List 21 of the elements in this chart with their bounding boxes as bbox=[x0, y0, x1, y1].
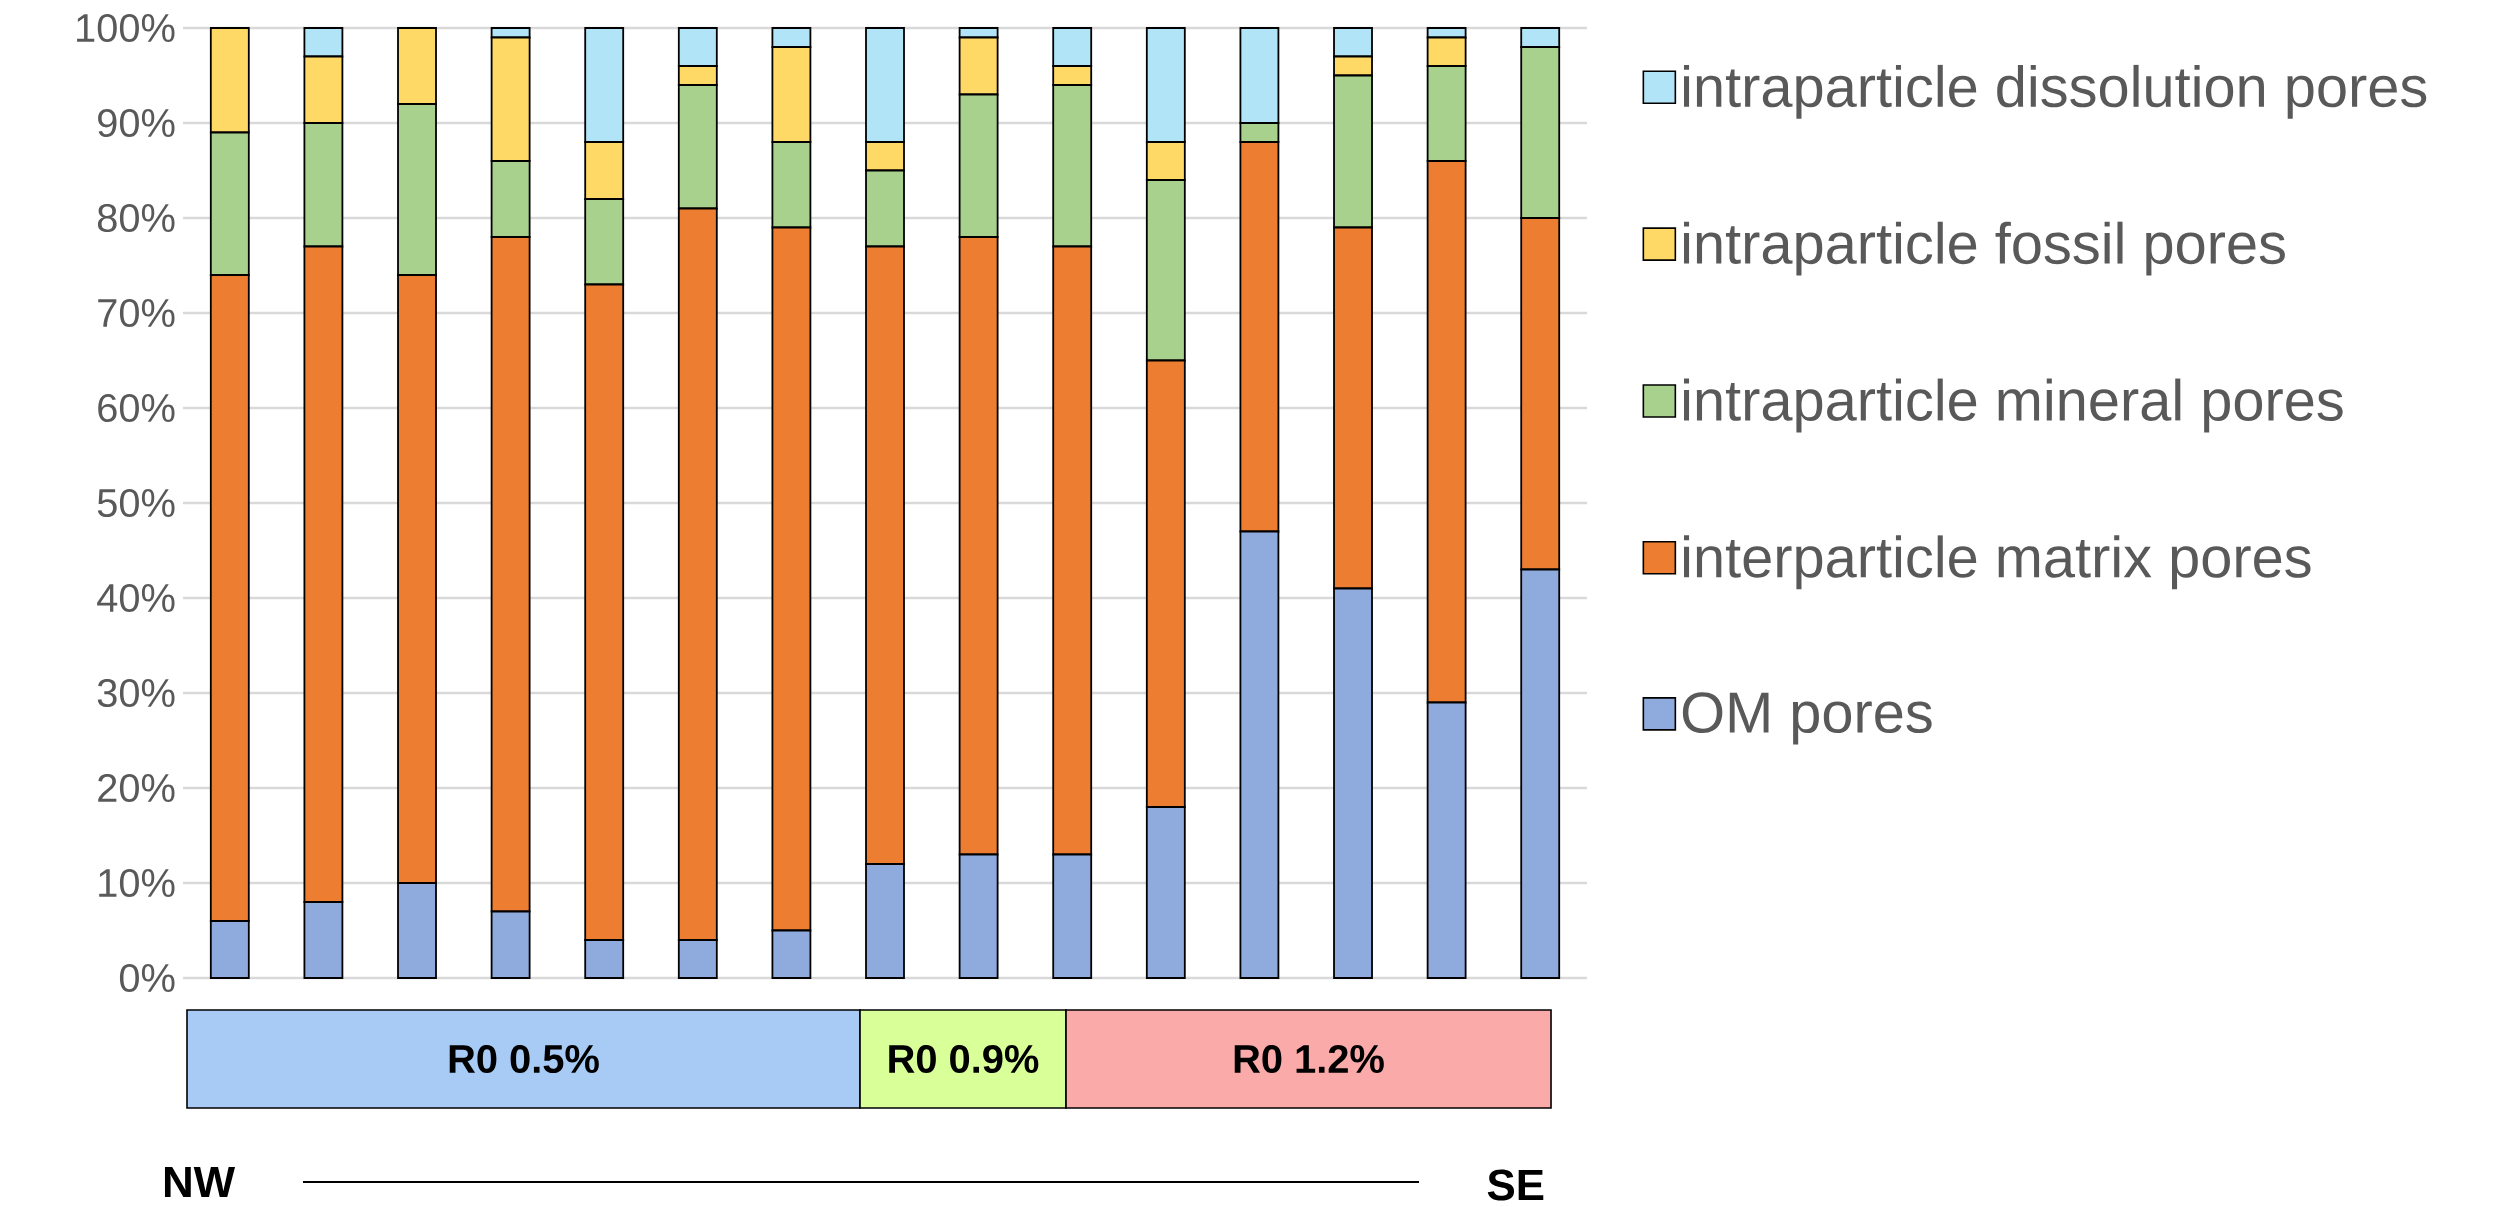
y-tick-label: 70% bbox=[98, 298, 175, 328]
text: NW bbox=[164, 1166, 236, 1198]
legend-label: OM pores bbox=[1682, 692, 1932, 745]
y-tick-label: 80% bbox=[97, 203, 175, 233]
legend-label: intraparticle mineral pores bbox=[1684, 378, 2343, 433]
legend-label: intraparticle fossil pores bbox=[1684, 221, 2285, 276]
y-tick-label: 30% bbox=[97, 678, 175, 708]
text: R0 0.5% bbox=[449, 1044, 599, 1074]
text: R0 0.9% bbox=[889, 1044, 1039, 1074]
y-tick-label: 20% bbox=[98, 773, 175, 803]
legend-label: intraparticle dissolution pores bbox=[1684, 64, 2427, 119]
y-tick-label: 50% bbox=[97, 488, 175, 518]
y-tick-label: 0% bbox=[119, 963, 175, 993]
y-tick-label: 40% bbox=[97, 583, 175, 613]
legend-label: interparticle matrix pores bbox=[1684, 535, 2311, 590]
y-tick-label: 90% bbox=[98, 108, 175, 138]
text: SE bbox=[1487, 1169, 1544, 1201]
y-tick-label: 100% bbox=[77, 13, 175, 43]
y-tick-label: 60% bbox=[98, 393, 175, 423]
y-tick-label: 10% bbox=[99, 868, 175, 898]
text: R0 1.2% bbox=[1234, 1044, 1384, 1074]
